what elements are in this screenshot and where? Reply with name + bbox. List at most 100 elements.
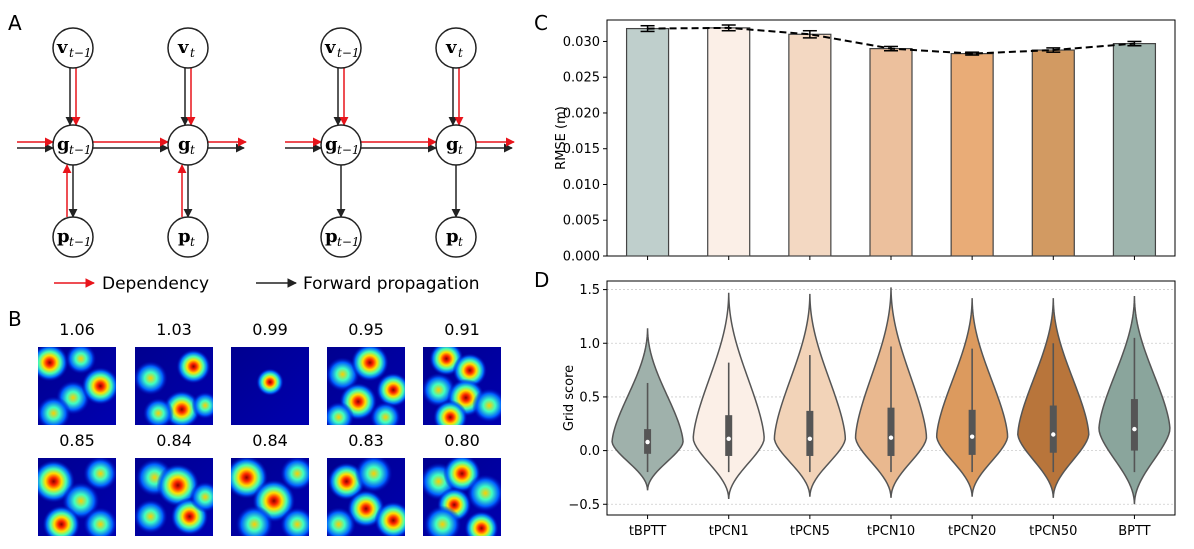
node-subscript: t bbox=[458, 46, 463, 60]
rate-map-field bbox=[256, 368, 284, 396]
rate-map-field bbox=[65, 347, 97, 375]
violin-median bbox=[969, 434, 975, 439]
node-subscript: t−1 bbox=[337, 143, 360, 157]
node-circle bbox=[435, 27, 477, 69]
rate-map-image bbox=[38, 458, 116, 536]
x-tick-label: tPCN50 bbox=[1029, 524, 1077, 539]
y-tick-label: 0.0 bbox=[579, 444, 600, 459]
x-tick-label: tBPTT bbox=[629, 524, 667, 539]
panel-letter-c: C bbox=[534, 11, 548, 35]
violin-box bbox=[968, 409, 976, 455]
dependency-legend-label: Dependency bbox=[102, 274, 209, 294]
rate-map-image bbox=[135, 347, 213, 425]
rate-map-score: 0.85 bbox=[59, 431, 95, 450]
node-label: v bbox=[324, 37, 336, 58]
node-v-prev: v t−1 bbox=[52, 27, 94, 69]
rate-map-field bbox=[354, 458, 393, 493]
panel-letter-d: D bbox=[534, 268, 549, 292]
rate-map-image bbox=[423, 458, 501, 536]
node-g-prev: g t−1 bbox=[320, 124, 362, 166]
node-circle bbox=[52, 124, 94, 166]
node-subscript: t−1 bbox=[337, 46, 360, 60]
node-subscript: t bbox=[190, 143, 195, 157]
violin-box bbox=[806, 410, 814, 456]
node-circle bbox=[435, 124, 477, 166]
node-v-prev: v t−1 bbox=[320, 27, 362, 69]
x-tick-label: tPCN1 bbox=[709, 524, 749, 539]
rate-map-field bbox=[327, 401, 355, 425]
y-tick-label: 0.5 bbox=[579, 390, 600, 405]
rate-map-score: 0.91 bbox=[444, 320, 480, 339]
panel-a-legend: Dependency Forward propagation bbox=[54, 274, 480, 294]
rate-map-field bbox=[472, 388, 501, 423]
node-label: v bbox=[56, 37, 68, 58]
node-subscript: t bbox=[190, 46, 195, 60]
y-tick-label: 0.000 bbox=[563, 250, 600, 265]
node-circle bbox=[320, 216, 362, 258]
node-circle bbox=[435, 216, 477, 258]
y-tick-label: −0.5 bbox=[568, 498, 600, 513]
rate-map-field bbox=[280, 507, 309, 536]
rate-map: 0.84 bbox=[231, 431, 309, 536]
node-subscript: t bbox=[458, 235, 463, 249]
node-label: g bbox=[446, 134, 459, 155]
node-circle bbox=[167, 216, 209, 258]
node-subscript: t−1 bbox=[337, 235, 360, 249]
rate-map-field bbox=[351, 347, 389, 382]
rate-map-field bbox=[42, 505, 81, 536]
rate-map-score: 1.06 bbox=[59, 320, 95, 339]
node-subscript: t−1 bbox=[69, 143, 92, 157]
rate-map-score: 0.83 bbox=[348, 431, 384, 450]
node-circle bbox=[167, 124, 209, 166]
rate-map-score: 0.80 bbox=[444, 431, 480, 450]
rate-map-field bbox=[374, 501, 405, 536]
node-label: v bbox=[177, 37, 189, 58]
y-tick-label: 0.010 bbox=[563, 178, 600, 193]
rate-map-field bbox=[370, 401, 401, 425]
node-label: p bbox=[178, 226, 191, 247]
rate-map-field bbox=[176, 349, 211, 384]
rate-map: 0.91 bbox=[423, 320, 501, 425]
bar bbox=[788, 33, 832, 257]
x-tick-label: tPCN5 bbox=[790, 524, 830, 539]
bar bbox=[1031, 49, 1075, 257]
violin-median bbox=[1132, 426, 1137, 432]
rate-map-score: 0.84 bbox=[252, 431, 288, 450]
rate-map-field bbox=[423, 505, 462, 536]
rate-map-image bbox=[327, 347, 405, 425]
node-circle bbox=[320, 27, 362, 69]
rate-map-field bbox=[189, 481, 213, 513]
rate-map-field bbox=[466, 474, 501, 512]
panel-letter-a: A bbox=[8, 11, 22, 35]
rate-map-image bbox=[327, 458, 405, 536]
rate-map-field bbox=[327, 507, 356, 536]
rate-map: 1.06 bbox=[38, 320, 116, 425]
y-tick-label: 0.005 bbox=[563, 214, 600, 229]
y-tick-label: 0.030 bbox=[563, 35, 600, 50]
node-circle bbox=[320, 124, 362, 166]
rate-map-field bbox=[452, 353, 487, 388]
rate-map-field bbox=[38, 396, 71, 425]
violin-median bbox=[1051, 432, 1056, 437]
rate-map-field bbox=[433, 400, 468, 425]
bar bbox=[707, 27, 751, 257]
panel-a-graphs: v t−1 v tg t−1 g tp t−1 p tv t−1 v tg t−1 g tp t−1 p t bbox=[17, 27, 515, 258]
node-label: p bbox=[325, 226, 338, 247]
rate-map-image bbox=[423, 347, 501, 425]
trend-dashed-line bbox=[647, 26, 1135, 55]
rate-map-score: 1.03 bbox=[156, 320, 192, 339]
rate-map-field bbox=[376, 372, 405, 408]
rate-map: 0.84 bbox=[135, 431, 213, 536]
violin-box bbox=[1049, 405, 1057, 453]
rate-map-field bbox=[135, 361, 168, 396]
node-label: p bbox=[446, 226, 459, 247]
violin-box bbox=[887, 407, 895, 456]
graph-2: v t−1 v tg t−1 g tp t−1 p t bbox=[285, 27, 515, 258]
rate-map-image bbox=[135, 458, 213, 536]
node-label: g bbox=[325, 134, 338, 155]
node-circle bbox=[167, 27, 209, 69]
